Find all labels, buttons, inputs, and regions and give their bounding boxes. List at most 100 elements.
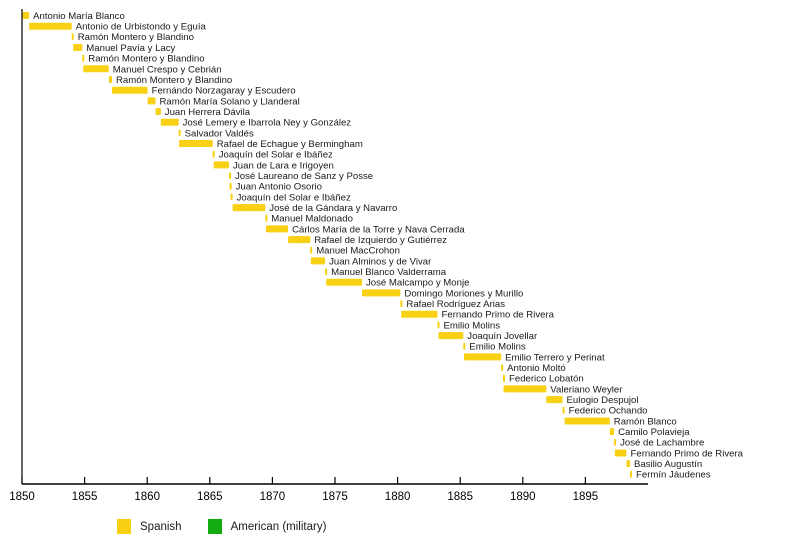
timeline-bar [155, 108, 161, 115]
governor-name-label: Manuel Pavía y Lacy [86, 43, 175, 54]
governor-name-label: Emilio Molins [444, 320, 501, 331]
timeline-bar [630, 470, 632, 478]
x-axis-tick-label: 1880 [385, 491, 411, 503]
timeline-bar [501, 364, 504, 372]
timeline-bar [22, 12, 30, 19]
governor-name-label: Basilio Augustín [634, 459, 702, 470]
governor-name-label: Emilio Molins [469, 342, 526, 353]
x-axis-tick-label: 1875 [322, 491, 348, 503]
timeline-bar [437, 321, 440, 329]
governor-name-label: José de la Gándara y Navarro [269, 203, 397, 214]
timeline-bar [230, 193, 233, 201]
governor-name-label: Joaquín del Solar e Ibáñez [237, 192, 351, 203]
timeline-bar [108, 76, 113, 83]
x-axis-tick-label: 1890 [510, 491, 536, 503]
governor-name-label: Federico Ochando [569, 406, 648, 417]
governor-name-label: Domingo Moriones y Murillo [404, 288, 523, 299]
governor-name-label: Ramón Montero y Blandino [78, 32, 194, 43]
governor-name-label: Manuel Crespo y Cebrián [113, 64, 222, 75]
governor-name-label: Manuel Maldonado [271, 214, 353, 225]
timeline-bar [229, 182, 232, 190]
timeline-bar [614, 438, 617, 446]
governor-name-label: Salvador Valdés [185, 128, 254, 139]
timeline-bar [325, 268, 328, 276]
x-axis-tick-label: 1850 [9, 491, 35, 503]
governor-name-label: José de Lachambre [620, 438, 704, 449]
timeline-bar [229, 172, 231, 180]
timeline-bar [401, 310, 438, 318]
governor-name-label: Antonio Moltó [507, 363, 566, 374]
timeline-bar [265, 214, 268, 222]
timeline-bar [546, 396, 563, 404]
timeline-bar [178, 129, 181, 137]
governor-name-label: Manuel MacCrohon [316, 246, 400, 257]
timeline-bar [232, 204, 266, 212]
governor-name-label: Fermín Jáudenes [636, 470, 711, 481]
governor-name-label: José Malcampo y Monje [366, 278, 469, 289]
x-axis-tick-label: 1895 [573, 491, 599, 503]
x-axis-tick-label: 1885 [447, 491, 473, 503]
timeline-bar [29, 22, 72, 30]
governor-name-label: Emilio Terrero y Perinat [505, 352, 605, 363]
timeline-bar [564, 417, 610, 425]
governor-name-label: Ramón María Solano y Llanderal [160, 96, 300, 107]
timeline-bar [310, 257, 326, 265]
governor-name-label: Ramón Montero y Blandino [88, 54, 204, 65]
governor-name-label: Antonio de Urbistondo y Eguía [76, 22, 207, 33]
governor-name-label: Valeriano Weyler [550, 384, 623, 395]
timeline-bar [438, 332, 464, 340]
timeline-bar [609, 428, 615, 436]
governor-name-label: Eulogio Despujol [567, 395, 639, 406]
chart-legend: Spanish American (military) [117, 519, 326, 534]
governor-name-label: Joaquín Jovellar [467, 331, 538, 342]
governor-name-label: Manuel Blanco Valderrama [331, 267, 447, 278]
governor-name-label: Juan Herrera Dávila [165, 107, 251, 118]
timeline-bar [503, 374, 505, 382]
governor-name-label: Rafael de Echague y Bermingham [217, 139, 363, 150]
timeline-bar [614, 449, 627, 457]
timeline-bar [326, 278, 362, 286]
timeline-bar [310, 246, 313, 254]
legend-item-spanish: Spanish [117, 519, 182, 534]
legend-item-american: American (military) [207, 519, 327, 534]
green-square-icon [207, 519, 222, 534]
governor-name-label: Juan Antonio Osorio [236, 182, 322, 193]
governor-name-label: Juan Alminos y de Vivar [329, 256, 432, 267]
governor-name-label: Ramón Blanco [614, 416, 677, 427]
x-axis-tick-label: 1865 [197, 491, 223, 503]
legend-label-spanish: Spanish [140, 520, 182, 533]
x-axis-tick-label: 1860 [134, 491, 160, 503]
governor-name-label: Federico Lobatón [509, 374, 584, 385]
timeline-bar [288, 236, 311, 244]
timeline-bar [147, 97, 156, 105]
timeline-bar [213, 161, 229, 169]
timeline-bar [73, 44, 83, 51]
timeline-bar [463, 342, 466, 350]
governor-name-label: Fernando Primo de Rivera [631, 448, 744, 459]
governor-name-label: Antonio María Blanco [33, 11, 125, 22]
legend-label-american: American (military) [230, 520, 327, 533]
governor-name-label: José Laureano de Sanz y Posse [235, 171, 373, 182]
timeline-bar [82, 54, 85, 62]
governor-name-label: Fernando Primo de Rivera [442, 310, 555, 321]
timeline-bar [362, 289, 401, 297]
governor-name-label: Juan de Lara e Irigoyen [233, 160, 334, 171]
governor-name-label: José Lemery e Ibarrola Ney y González [183, 118, 352, 129]
x-axis-tick-label: 1870 [260, 491, 286, 503]
timeline-bar [83, 65, 109, 73]
timeline-bar [212, 150, 215, 158]
governor-name-label: Rafael de Izquierdo y Gutiérrez [314, 235, 447, 246]
timeline-bar [400, 300, 403, 308]
governor-name-label: Ramón Montero y Blandino [116, 75, 232, 86]
governor-name-label: Fernándo Norzagaray y Escudero [152, 86, 296, 97]
timeline-bar [503, 385, 547, 393]
timeline-bar [626, 460, 630, 468]
timeline-bar [464, 353, 502, 361]
yellow-square-icon [117, 519, 131, 534]
governor-name-label: Joaquín del Solar e Ibáñez [219, 150, 333, 161]
timeline-bar [71, 33, 74, 41]
timeline-bar [265, 225, 289, 233]
timeline-bar [179, 140, 213, 147]
